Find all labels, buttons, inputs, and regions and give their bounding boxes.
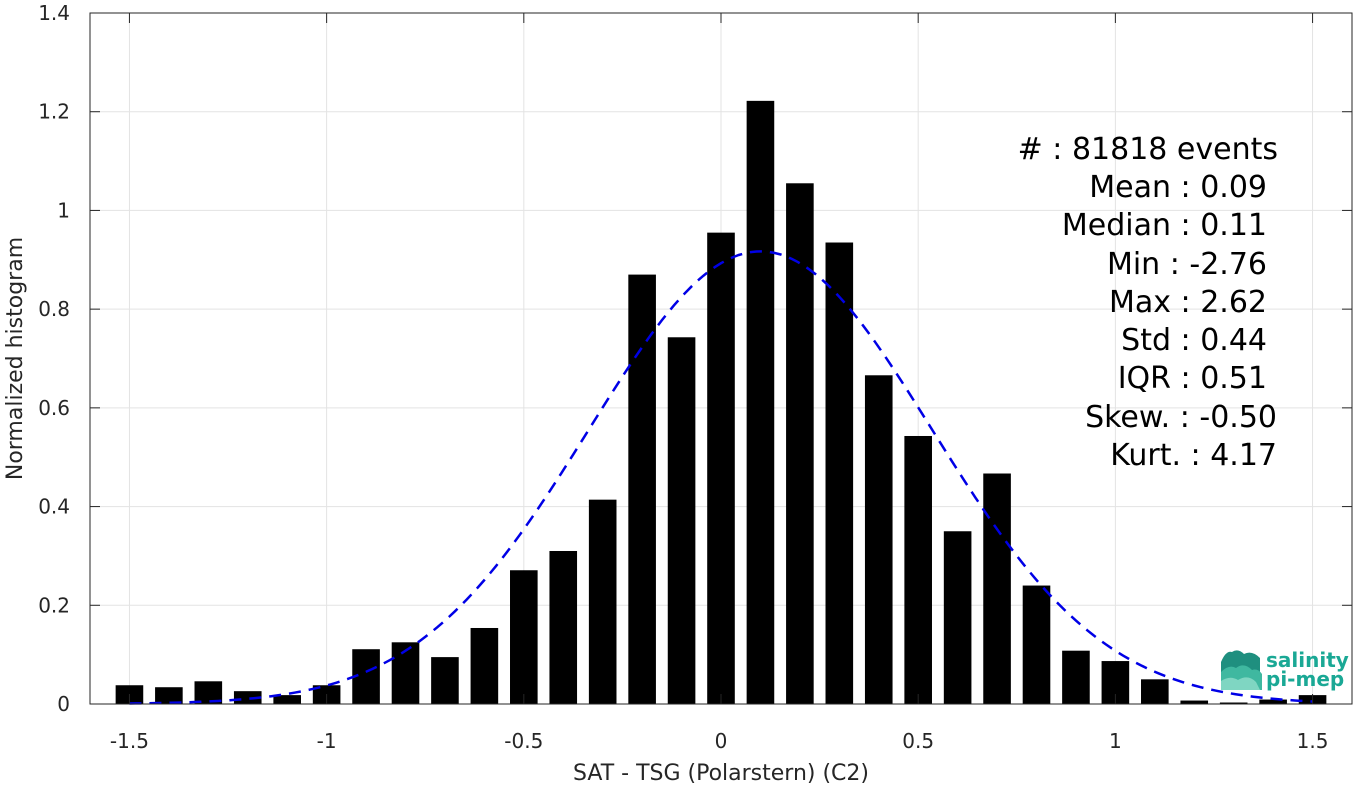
stat-median: Median : 0.11	[1062, 208, 1267, 243]
y-axis-label: Normalized histogram	[3, 237, 28, 480]
histogram-bar	[1259, 699, 1287, 704]
x-axis-label: SAT - TSG (Polarstern) (C2)	[573, 761, 869, 785]
salinity-pi-mep-logo: salinity pi-mep	[1221, 648, 1349, 691]
y-tick-label: 0.6	[38, 396, 70, 420]
histogram-bar	[431, 657, 459, 704]
x-tick-label: -1	[317, 729, 337, 753]
histogram-bar	[628, 274, 656, 704]
histogram-bar	[588, 499, 617, 704]
stat-skew: Skew. : -0.50	[1085, 400, 1277, 435]
wave-logo-icon	[1221, 650, 1262, 690]
y-tick-label: 1.2	[38, 100, 70, 124]
x-tick-label: 0	[715, 729, 728, 753]
normal-fit-curve	[129, 250, 1313, 705]
histogram-bar	[943, 531, 972, 704]
x-tick-label: 0.5	[902, 729, 934, 753]
stat-iqr: IQR : 0.51	[1118, 361, 1267, 396]
histogram-bars	[115, 100, 1327, 704]
y-tick-label: 1.4	[38, 1, 70, 25]
histogram-bar	[825, 242, 854, 704]
histogram-bar	[549, 550, 578, 704]
histogram-bar	[864, 375, 893, 704]
axis-ticks	[90, 12, 1352, 705]
stat-max: Max : 2.62	[1109, 285, 1267, 320]
histogram-bar	[391, 642, 420, 704]
histogram-bar	[1141, 679, 1169, 704]
logo-text-pi-mep: pi-mep	[1266, 667, 1344, 691]
x-tick-label: -0.5	[504, 729, 543, 753]
x-tick-label: 1	[1109, 729, 1122, 753]
histogram-bar	[1062, 650, 1090, 704]
histogram-bar	[155, 687, 183, 704]
x-tick-labels: -1.5 -1 -0.5 0 0.5 1 1.5	[110, 729, 1329, 753]
x-tick-label: -1.5	[110, 729, 149, 753]
y-tick-labels: 0 0.2 0.4 0.6 0.8 1 1.2 1.4	[38, 1, 70, 716]
histogram-bar	[233, 691, 262, 704]
statistics-box: # : 81818 events Mean : 0.09 Median : 0.…	[1018, 132, 1278, 473]
stat-mean: Mean : 0.09	[1089, 170, 1267, 205]
histogram-bar	[746, 100, 775, 704]
y-tick-label: 0.4	[38, 495, 70, 519]
histogram-bar	[470, 627, 499, 704]
histogram-bar	[983, 473, 1011, 704]
histogram-bar	[1219, 702, 1248, 704]
histogram-bar	[510, 570, 538, 704]
histogram-bar	[904, 435, 932, 704]
y-tick-label: 0.2	[38, 593, 70, 617]
y-tick-label: 0.8	[38, 297, 70, 321]
stat-events: # : 81818 events	[1018, 132, 1278, 167]
y-tick-label: 1	[57, 198, 70, 222]
histogram-bar	[707, 232, 735, 704]
grid-lines	[90, 12, 1352, 705]
stat-min: Min : -2.76	[1107, 247, 1267, 282]
histogram-bar	[1022, 585, 1051, 704]
histogram-bar	[194, 681, 223, 704]
histogram-bar	[1180, 700, 1209, 704]
histogram-bar	[786, 183, 814, 704]
histogram-bar	[667, 337, 696, 704]
histogram-bar	[273, 695, 301, 704]
stat-std: Std : 0.44	[1121, 323, 1267, 358]
x-tick-label: 1.5	[1297, 729, 1329, 753]
stat-kurt: Kurt. : 4.17	[1110, 438, 1277, 473]
logo-text-salinity: salinity	[1266, 648, 1349, 672]
y-tick-label: 0	[57, 692, 70, 716]
